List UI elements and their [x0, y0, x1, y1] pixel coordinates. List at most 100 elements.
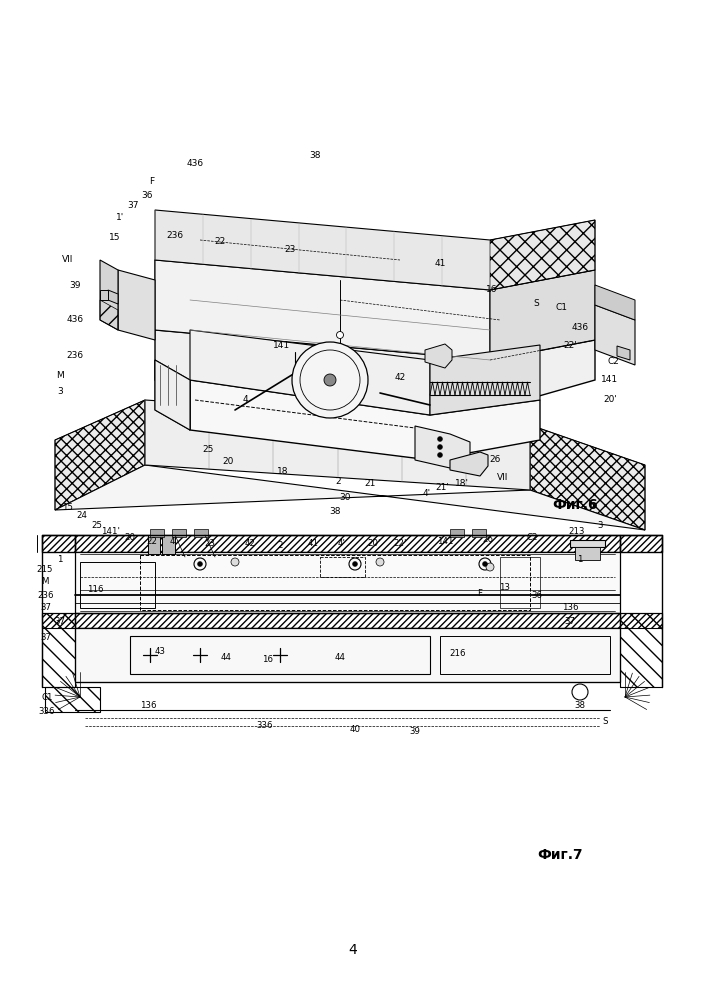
- Polygon shape: [155, 360, 190, 430]
- Polygon shape: [570, 540, 605, 547]
- Text: 37: 37: [40, 634, 52, 643]
- Text: 23: 23: [284, 245, 296, 254]
- Circle shape: [324, 374, 336, 386]
- Text: 141: 141: [274, 340, 291, 350]
- Text: C1: C1: [555, 302, 567, 312]
- Circle shape: [376, 558, 384, 566]
- Polygon shape: [415, 426, 470, 468]
- Text: S: S: [602, 718, 608, 726]
- Text: VII: VII: [62, 255, 74, 264]
- Text: 3: 3: [597, 522, 603, 530]
- Polygon shape: [75, 552, 620, 613]
- Text: 37: 37: [564, 617, 575, 626]
- Text: C2: C2: [526, 532, 538, 542]
- Text: 26: 26: [489, 456, 501, 464]
- Text: 436: 436: [571, 324, 588, 332]
- Polygon shape: [595, 305, 635, 365]
- Polygon shape: [450, 452, 488, 476]
- Polygon shape: [118, 270, 155, 340]
- Polygon shape: [575, 547, 600, 560]
- Circle shape: [337, 332, 344, 338]
- Circle shape: [486, 563, 494, 571]
- Text: 24: 24: [76, 510, 88, 520]
- Polygon shape: [172, 529, 186, 537]
- Polygon shape: [190, 330, 430, 415]
- Polygon shape: [595, 285, 635, 320]
- Polygon shape: [155, 360, 190, 430]
- Text: 18': 18': [455, 479, 469, 488]
- Text: 213: 213: [568, 528, 585, 536]
- Text: 4: 4: [169, 538, 175, 546]
- Text: 16: 16: [486, 286, 498, 294]
- Text: 216: 216: [450, 648, 466, 658]
- Polygon shape: [530, 425, 645, 530]
- Text: Фиг.6: Фиг.6: [552, 498, 598, 512]
- Text: 25: 25: [202, 446, 214, 454]
- Text: 20': 20': [367, 540, 381, 548]
- Circle shape: [197, 562, 202, 566]
- Text: 26: 26: [482, 536, 493, 544]
- Text: 30: 30: [339, 492, 351, 502]
- Text: 39: 39: [69, 280, 81, 290]
- Polygon shape: [425, 344, 452, 368]
- Polygon shape: [145, 400, 530, 490]
- Polygon shape: [617, 346, 630, 360]
- Circle shape: [438, 452, 443, 458]
- Polygon shape: [490, 270, 595, 360]
- Text: 15: 15: [62, 504, 74, 512]
- Polygon shape: [194, 529, 208, 537]
- Polygon shape: [75, 628, 620, 682]
- Text: 2: 2: [277, 540, 283, 550]
- Polygon shape: [472, 529, 486, 537]
- Text: 436: 436: [66, 316, 83, 324]
- Text: 236: 236: [166, 231, 184, 239]
- Polygon shape: [155, 260, 490, 360]
- Polygon shape: [100, 260, 118, 330]
- Polygon shape: [108, 290, 118, 304]
- Text: 37: 37: [127, 200, 139, 210]
- Text: 37: 37: [54, 617, 66, 626]
- Polygon shape: [155, 220, 190, 330]
- Text: 22: 22: [214, 237, 226, 246]
- Text: 4: 4: [243, 395, 248, 404]
- Text: M: M: [41, 578, 49, 586]
- Polygon shape: [100, 290, 108, 300]
- Circle shape: [231, 558, 239, 566]
- Text: 37: 37: [40, 602, 52, 611]
- Text: 38: 38: [575, 700, 585, 710]
- Text: 41: 41: [308, 540, 318, 548]
- Text: 36: 36: [141, 192, 153, 200]
- Text: 20: 20: [124, 534, 136, 542]
- Text: 22': 22': [393, 538, 407, 548]
- Polygon shape: [55, 465, 645, 530]
- Text: 40: 40: [349, 726, 361, 734]
- Text: 141': 141': [102, 526, 120, 536]
- Text: 3: 3: [57, 387, 63, 396]
- Text: 1: 1: [577, 556, 583, 564]
- Polygon shape: [55, 400, 145, 510]
- Text: 44: 44: [221, 654, 231, 662]
- Text: 215: 215: [37, 566, 53, 574]
- Text: 41: 41: [434, 259, 445, 268]
- Text: 42: 42: [395, 373, 406, 382]
- Text: C2: C2: [607, 358, 619, 366]
- Text: M: M: [56, 370, 64, 379]
- Polygon shape: [155, 330, 595, 410]
- Text: S: S: [533, 298, 539, 308]
- Text: 36: 36: [532, 591, 542, 600]
- Text: 141: 141: [602, 375, 619, 384]
- Text: F: F: [149, 178, 155, 186]
- Text: 18: 18: [277, 468, 288, 477]
- Text: 38: 38: [329, 508, 341, 516]
- Text: 436: 436: [187, 159, 204, 168]
- Text: 4': 4': [423, 488, 431, 497]
- Text: 236: 236: [66, 351, 83, 360]
- Circle shape: [482, 562, 488, 566]
- Text: 336: 336: [257, 720, 273, 730]
- Text: 141: 141: [437, 538, 453, 546]
- Text: 22': 22': [563, 340, 577, 350]
- Text: Фиг.7: Фиг.7: [537, 848, 583, 862]
- Text: 16: 16: [262, 656, 274, 664]
- Text: 23: 23: [204, 538, 216, 548]
- Polygon shape: [155, 210, 595, 290]
